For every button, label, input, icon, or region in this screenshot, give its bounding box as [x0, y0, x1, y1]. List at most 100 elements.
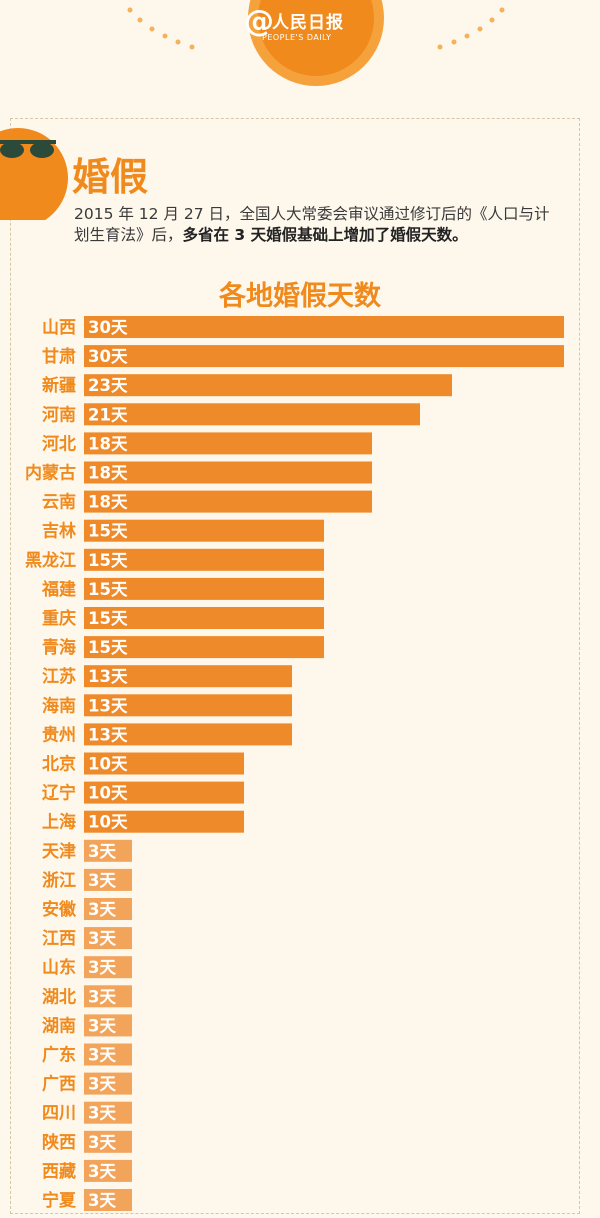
bar-value-label: 23天 — [88, 376, 128, 395]
sun-sunglasses-icon — [0, 128, 73, 220]
bar — [84, 548, 324, 571]
bar-value-label: 3天 — [88, 871, 116, 890]
category-label: 内蒙古 — [25, 463, 76, 484]
bar-value-label: 3天 — [88, 929, 116, 948]
bar — [84, 607, 324, 629]
bar-value-label: 18天 — [88, 493, 128, 512]
category-label: 浙江 — [42, 870, 76, 891]
header-decoration — [127, 0, 505, 86]
bar-value-label: 21天 — [88, 405, 128, 424]
category-label: 辽宁 — [42, 783, 76, 804]
bar — [84, 1101, 132, 1124]
bar-value-label: 3天 — [88, 1162, 116, 1181]
bar — [84, 1189, 132, 1211]
bar — [84, 927, 132, 950]
category-label: 江西 — [42, 929, 76, 949]
bar — [84, 577, 324, 600]
bar — [84, 461, 372, 484]
bar — [84, 839, 132, 862]
category-label: 天津 — [42, 841, 76, 862]
bar-value-label: 3天 — [88, 1046, 116, 1065]
category-label: 山东 — [42, 957, 76, 978]
bar-value-label: 18天 — [88, 464, 128, 483]
bar-value-label: 3天 — [88, 1104, 116, 1123]
category-label: 上海 — [42, 812, 76, 833]
bar — [84, 1043, 132, 1066]
dot-arc — [127, 7, 505, 50]
bar — [84, 636, 324, 659]
category-label: 福建 — [41, 579, 76, 600]
logo-subtitle: PEOPLE'S DAILY — [262, 33, 332, 42]
category-label: 云南 — [42, 492, 76, 513]
category-label: 湖南 — [42, 1015, 76, 1036]
bar-value-label: 3天 — [88, 1133, 116, 1152]
category-label: 山西 — [42, 318, 76, 338]
bar — [84, 810, 244, 833]
category-label: 贵州 — [42, 724, 76, 745]
bar — [84, 519, 324, 542]
category-label: 重庆 — [42, 608, 76, 629]
category-label: 广东 — [42, 1045, 76, 1066]
bar-value-label: 10天 — [88, 784, 128, 803]
bar — [84, 316, 564, 338]
bar — [84, 898, 132, 920]
intro-paragraph: 2015 年 12 月 27 日，全国人大常委会审议通过修订后的《人口与计划生育… — [74, 204, 564, 246]
category-label: 黑龙江 — [25, 550, 76, 571]
category-label: 北京 — [42, 754, 76, 775]
bar — [84, 868, 132, 891]
intro-text: 2015 年 12 月 27 日，全国人大常委会审议通过修订后的《人口与计划生育… — [74, 205, 550, 244]
intro-text-bold: 多省在 3 天婚假基础上增加了婚假天数。 — [182, 226, 468, 244]
category-label: 安徽 — [42, 899, 77, 920]
bar-value-label: 3天 — [88, 1075, 116, 1094]
category-label: 河南 — [42, 404, 76, 425]
category-label: 湖北 — [42, 987, 76, 1007]
category-label: 宁夏 — [42, 1190, 77, 1211]
bar — [84, 1130, 132, 1153]
category-label: 广西 — [42, 1074, 76, 1095]
bar-value-label: 15天 — [88, 522, 128, 541]
category-label: 陕西 — [42, 1132, 76, 1153]
bar-value-label: 3天 — [88, 987, 116, 1006]
bar — [84, 490, 372, 513]
category-label: 吉林 — [42, 521, 76, 542]
bar — [84, 985, 132, 1008]
bar — [84, 956, 132, 979]
bar-value-label: 15天 — [88, 609, 128, 628]
category-label: 四川 — [42, 1104, 76, 1124]
sun-badge — [248, 0, 384, 86]
category-label: 新疆 — [42, 375, 76, 396]
bar-value-label: 13天 — [88, 667, 128, 686]
bar — [84, 374, 452, 397]
bar-value-label: 30天 — [88, 318, 128, 337]
category-label: 河北 — [42, 434, 76, 454]
bar-value-label: 15天 — [88, 580, 128, 599]
bar-value-label: 3天 — [88, 1191, 116, 1210]
bar-value-label: 10天 — [88, 813, 128, 832]
bar — [84, 752, 244, 775]
chart-title: 各地婚假天数 — [219, 281, 381, 312]
category-label: 甘肃 — [42, 346, 76, 367]
bar-value-label: 15天 — [88, 551, 128, 570]
bar-value-label: 30天 — [88, 347, 128, 366]
bar — [84, 1072, 132, 1095]
bar-value-label: 10天 — [88, 755, 128, 774]
bar-value-label: 3天 — [88, 958, 116, 977]
bar-value-label: 13天 — [88, 725, 128, 744]
bar — [84, 781, 244, 804]
bar — [84, 403, 420, 426]
category-label: 海南 — [42, 695, 76, 716]
bar-value-label: 13天 — [88, 696, 128, 715]
category-label: 江苏 — [42, 666, 76, 687]
bar — [84, 1159, 132, 1182]
category-label: 青海 — [42, 637, 76, 658]
logo-at-symbol: @ — [244, 4, 274, 39]
content-frame — [10, 118, 580, 1214]
section-title: 婚假 — [72, 155, 149, 199]
category-label: 西藏 — [42, 1162, 76, 1182]
bar — [84, 432, 372, 455]
bar — [84, 723, 292, 746]
bar — [84, 665, 292, 688]
bar-value-label: 3天 — [88, 900, 116, 919]
bar-value-label: 3天 — [88, 1016, 116, 1035]
